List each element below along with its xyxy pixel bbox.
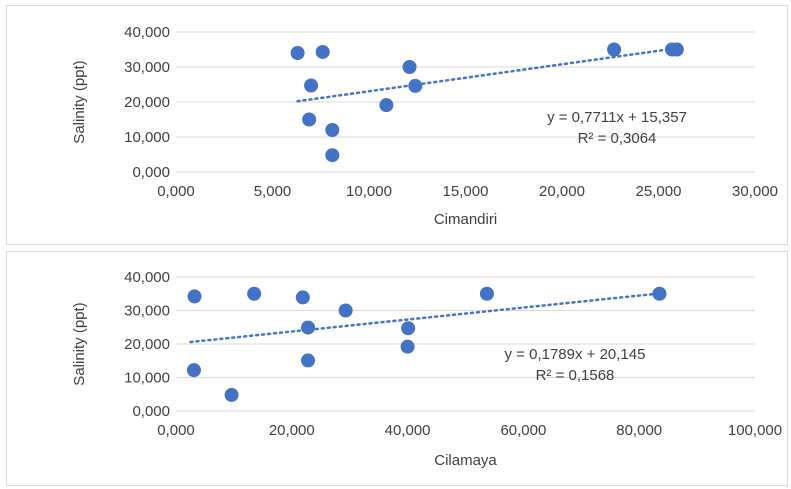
y-tick-label: 40,000 (124, 24, 170, 41)
y-tick-label: 40,000 (124, 269, 170, 286)
data-point (224, 387, 239, 402)
y-tick-label: 10,000 (124, 129, 170, 146)
data-point (401, 321, 416, 336)
data-point (304, 78, 319, 93)
data-point (607, 42, 622, 57)
y-tick-label: 20,000 (124, 336, 170, 353)
x-tick-label: 0,000 (157, 422, 195, 439)
r-squared-label: R² = 0,3064 (578, 130, 657, 147)
x-tick-label: 5,000 (254, 183, 292, 200)
x-axis-title: Cilamaya (434, 452, 497, 469)
scatter-chart-cimandiri: 0,000 10,000 20,000 30,000 40,000 0,000 5,000 1… (71, 24, 778, 228)
y-tick-label: 20,000 (124, 94, 170, 111)
data-point (408, 78, 423, 93)
y-axis-title: Salinity (ppt) (71, 302, 88, 385)
data-point (295, 290, 310, 305)
x-tick-label: 40,000 (385, 422, 431, 439)
data-point (669, 42, 684, 57)
data-point (325, 148, 340, 163)
x-tick-label: 15,000 (443, 183, 489, 200)
x-tick-label: 100,000 (728, 422, 782, 439)
data-point (402, 60, 417, 74)
y-tick-label: 0,000 (132, 164, 170, 181)
data-point (302, 112, 317, 127)
x-tick-label: 25,000 (636, 183, 682, 200)
data-point (325, 123, 340, 137)
y-axis-title: Salinity (ppt) (71, 60, 88, 143)
scatter-chart-cilamaya: 0,000 10,000 20,000 30,000 40,000 0,000 20,000… (71, 269, 782, 469)
x-tick-label: 20,000 (269, 422, 315, 439)
y-tick-label: 0,000 (132, 403, 170, 420)
y-tick-label: 30,000 (124, 303, 170, 320)
data-point (187, 289, 202, 304)
data-point (479, 286, 494, 301)
y-tick-label: 10,000 (124, 370, 170, 387)
y-tick-label: 30,000 (124, 59, 170, 76)
data-point (290, 46, 305, 60)
data-point (400, 339, 415, 354)
x-tick-label: 60,000 (500, 422, 546, 439)
x-tick-label: 0,000 (157, 183, 195, 200)
data-point (379, 98, 394, 113)
data-point (186, 363, 201, 378)
chart-panel-cilamaya: 0,000 10,000 20,000 30,000 40,000 0,000 20,000… (6, 251, 788, 486)
x-tick-label: 20,000 (539, 183, 585, 200)
trendline-equation: y = 0,7711x + 15,357 (547, 109, 687, 126)
x-tick-label: 80,000 (616, 422, 662, 439)
data-point (247, 286, 262, 301)
data-point (338, 303, 353, 318)
trendline (189, 292, 661, 344)
x-tick-label: 10,000 (346, 183, 392, 200)
x-axis-title: Cimandiri (434, 211, 497, 228)
data-point (315, 44, 330, 59)
trendline (296, 46, 680, 103)
data-point (301, 320, 316, 335)
data-point (301, 353, 316, 368)
chart-panel-cimandiri: 0,000 10,000 20,000 30,000 40,000 0,000 5,000 1… (6, 5, 788, 245)
data-point (652, 286, 667, 301)
r-squared-label: R² = 0,1568 (536, 367, 615, 384)
trendline-equation: y = 0,1789x + 20,145 (505, 346, 646, 363)
x-tick-label: 30,000 (732, 183, 778, 200)
